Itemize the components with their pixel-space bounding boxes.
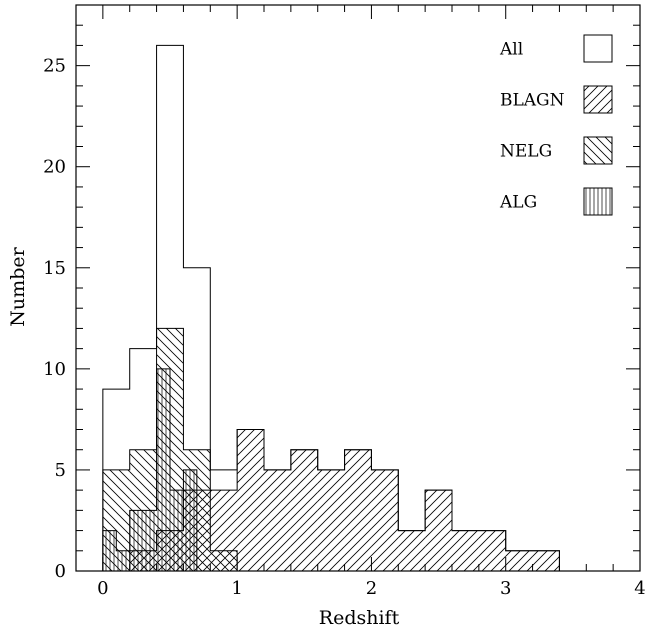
x-tick-label: 4 [634,578,645,599]
x-tick-label: 3 [500,578,511,599]
legend-label: BLAGN [500,91,565,111]
legend-swatch [583,85,613,114]
y-tick-label: 5 [55,460,66,481]
legend-label: All [499,40,523,60]
outline-all [102,44,560,571]
bar-alg [170,490,184,571]
legend-item-nelg: NELG [500,136,613,165]
bar-blagn [264,469,291,571]
legend-item-blagn: BLAGN [500,85,613,114]
outline-alg [102,368,224,572]
bar-alg [143,510,157,571]
bar-blagn [344,449,372,571]
bar-blagn [478,530,506,571]
legend-swatch [583,187,613,216]
bar-blagn [505,550,533,571]
y-tick-label: 15 [43,258,66,279]
histogram-bars [102,44,560,572]
bar-blagn [371,469,399,571]
y-tick-label: 20 [43,157,66,178]
bar-blagn [425,490,452,571]
legend-swatch [583,136,613,165]
x-tick-label: 0 [97,578,108,599]
axis-ticks [75,4,641,572]
tick-labels: 0 1 2 3 4 0 5 10 15 20 25 [43,56,645,599]
y-tick-label: 0 [55,561,66,582]
bar-nelg [210,550,238,571]
x-tick-label: 1 [231,578,242,599]
bar-alg [129,510,144,571]
bar-blagn [290,449,318,571]
legend-label: NELG [500,142,552,162]
outline-nelg [102,327,264,572]
legend-swatch [583,34,613,63]
bar-blagn [317,469,345,571]
bar-alg [156,368,170,571]
bar-blagn [532,550,560,571]
y-axis-title: Number [7,246,29,326]
bar-alg [183,469,197,571]
bar-blagn [237,429,264,571]
legend: All BLAGN NELG ALG [499,34,613,216]
bar-alg [116,550,130,571]
series-alg [102,368,224,572]
legend-item-all: All [499,34,613,63]
bar-blagn [398,530,426,571]
x-axis-title: Redshift [319,607,400,629]
y-tick-label: 25 [43,56,66,77]
series-all [102,44,560,571]
legend-item-alg: ALG [499,187,613,216]
legend-label: ALG [499,193,537,213]
y-tick-label: 10 [43,359,66,380]
x-tick-label: 2 [366,578,377,599]
bar-alg [102,530,117,571]
bar-blagn [452,530,479,571]
